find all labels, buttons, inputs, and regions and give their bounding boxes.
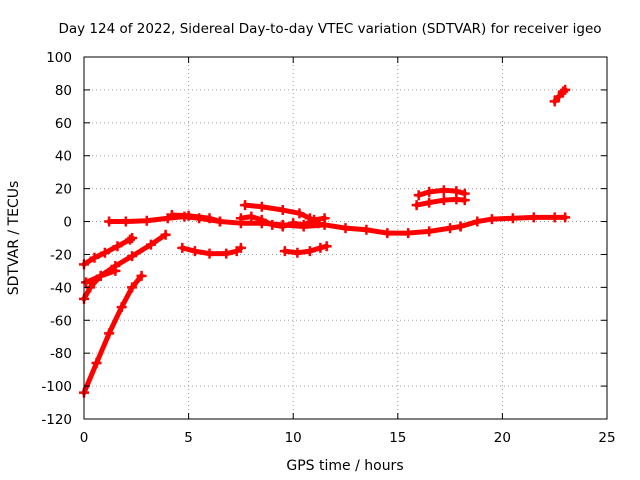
y-axis-label: SDTVAR / TECUs [6, 181, 22, 296]
data-point [104, 328, 115, 339]
data-point [560, 212, 571, 223]
y-tick-label: 100 [46, 50, 72, 66]
data-point [292, 247, 303, 258]
data-point [221, 248, 232, 259]
data-point [267, 219, 278, 230]
data-point [91, 358, 102, 369]
y-tick-label: 20 [55, 182, 72, 198]
data-point [288, 218, 299, 229]
data-point [279, 246, 290, 257]
data-point [382, 228, 393, 239]
data-point [424, 197, 435, 208]
data-point [160, 229, 171, 240]
data-point [256, 214, 267, 225]
data-point [277, 205, 288, 216]
y-tick-label: 40 [55, 149, 72, 165]
data-point [189, 246, 200, 257]
data-point [256, 201, 267, 212]
chart-title: Day 124 of 2022, Sidereal Day-to-day VTE… [58, 21, 601, 37]
data-point [127, 282, 138, 293]
x-axis-label: GPS time / hours [286, 458, 403, 474]
data-point [445, 223, 456, 234]
data-point [141, 215, 152, 226]
data-point [95, 270, 106, 281]
data-point [472, 216, 483, 227]
data-point [304, 246, 315, 257]
y-axis-ticks: -120 -100 -80 -60 -40 -20 0 20 40 60 80 100 [41, 50, 607, 428]
data-point [246, 211, 257, 222]
data-point [361, 224, 372, 235]
data-point [240, 200, 251, 211]
data-point [451, 194, 462, 205]
x-tick-label: 0 [80, 430, 89, 446]
series-arc-1 [81, 273, 145, 396]
data-point [81, 277, 92, 288]
series-arc-6 [169, 212, 223, 225]
data-point [235, 213, 246, 224]
data-point [340, 223, 351, 234]
data-point [110, 265, 121, 276]
y-tick-label: -20 [50, 247, 72, 263]
data-point [204, 213, 215, 224]
data-point [294, 208, 305, 219]
data-point [277, 221, 288, 232]
data-point [298, 219, 309, 230]
x-tick-label: 10 [285, 430, 302, 446]
data-series [79, 84, 571, 398]
data-point [145, 239, 156, 250]
data-point [438, 195, 449, 206]
data-point [304, 213, 315, 224]
data-point [127, 251, 138, 262]
data-point [99, 247, 110, 258]
data-point [319, 213, 330, 224]
data-point [321, 241, 332, 252]
y-tick-label: -100 [41, 379, 72, 395]
data-point [315, 242, 326, 253]
data-point [104, 216, 115, 227]
data-point [459, 195, 470, 206]
data-point [560, 84, 571, 95]
x-tick-label: 15 [389, 430, 406, 446]
data-point [166, 209, 177, 220]
data-point [438, 185, 449, 196]
data-point [116, 302, 127, 313]
data-point [127, 233, 138, 243]
data-point [413, 190, 424, 201]
data-point [549, 212, 560, 223]
y-tick-label: -60 [50, 313, 72, 329]
data-point [455, 221, 466, 232]
y-tick-label: -120 [41, 412, 72, 428]
data-point [120, 216, 131, 227]
data-point [136, 270, 147, 281]
data-point [486, 214, 497, 225]
y-tick-label: 0 [63, 215, 72, 231]
y-tick-label: 60 [55, 116, 72, 132]
x-axis-ticks: 0 5 10 15 20 25 [80, 57, 616, 446]
y-tick-label: -80 [50, 346, 72, 362]
grid-lines [84, 57, 607, 419]
x-tick-label: 20 [494, 430, 511, 446]
data-point [528, 212, 539, 223]
data-point [204, 248, 215, 259]
data-point [424, 226, 435, 237]
data-point [411, 200, 422, 211]
data-point [403, 228, 414, 239]
x-tick-label: 25 [598, 430, 615, 446]
data-point [183, 210, 194, 221]
x-tick-label: 5 [184, 430, 193, 446]
data-point [177, 242, 188, 253]
data-point [112, 241, 123, 252]
data-point [424, 186, 435, 197]
data-point [507, 213, 518, 224]
data-point [89, 252, 100, 263]
y-tick-label: -40 [50, 280, 72, 296]
plot-frame [83, 56, 608, 420]
data-point [313, 218, 324, 229]
y-tick-label: 80 [55, 83, 72, 99]
data-point [214, 216, 225, 227]
data-point [235, 242, 246, 253]
